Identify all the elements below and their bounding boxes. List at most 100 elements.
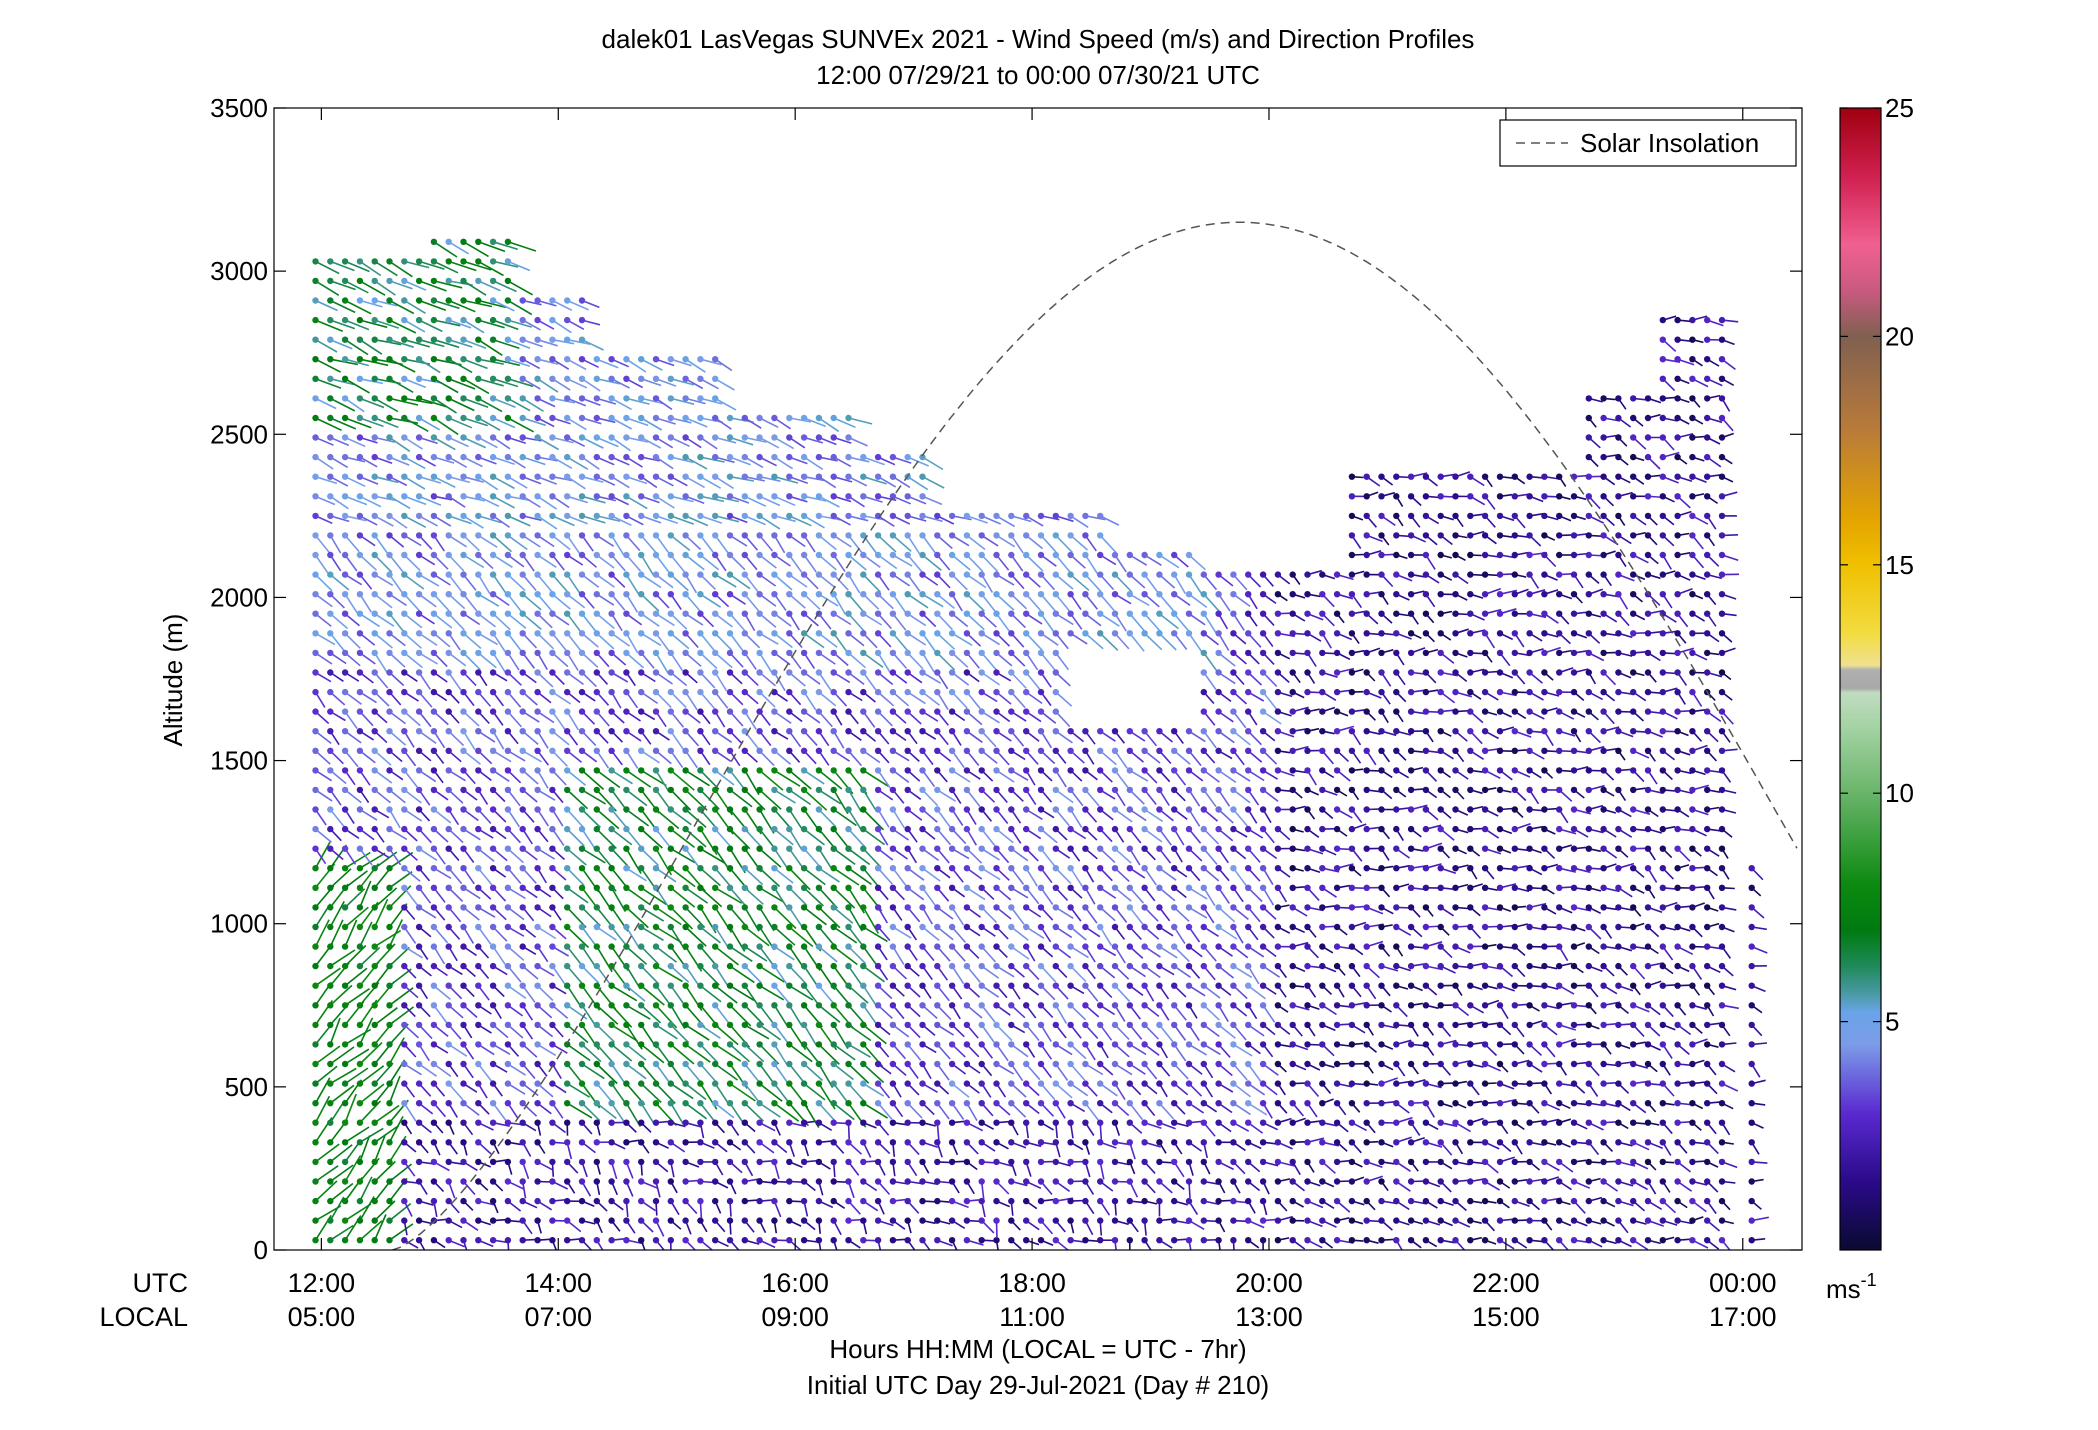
wind-barb-dot	[357, 454, 363, 460]
wind-barb-dot	[712, 806, 718, 812]
wind-barb-dot	[372, 415, 378, 421]
wind-barb-dot	[357, 904, 363, 910]
wind-barb-dot	[490, 1139, 496, 1145]
wind-barb-dot	[638, 963, 644, 969]
wind-barb-dot	[475, 943, 481, 949]
wind-barb-dot	[520, 1041, 526, 1047]
wind-barb-dot	[786, 826, 792, 832]
wind-barb-dot	[534, 708, 540, 714]
wind-barb-dot	[623, 1198, 629, 1204]
wind-barb-dot	[682, 1237, 688, 1243]
wind-barb-dot	[460, 806, 466, 812]
wind-barb-dot	[460, 1080, 466, 1086]
wind-barb-dot	[668, 943, 674, 949]
wind-barb-dot	[653, 376, 659, 382]
wind-barb-dot	[416, 611, 422, 617]
wind-barb-dot	[475, 356, 481, 362]
wind-barb-dot	[653, 434, 659, 440]
wind-barb-dot	[357, 1120, 363, 1126]
wind-barb-dot	[401, 806, 407, 812]
wind-barb-dot	[460, 748, 466, 754]
wind-barb-dot	[608, 532, 614, 538]
wind-barb-dot	[712, 611, 718, 617]
wind-barb-dot	[490, 1022, 496, 1028]
wind-barb-dot	[801, 611, 807, 617]
wind-barb-dot	[312, 415, 318, 421]
wind-barb-dot	[520, 1100, 526, 1106]
wind-barb-dot	[801, 924, 807, 930]
wind-barb-dot	[416, 337, 422, 343]
wind-barb-dot	[564, 904, 570, 910]
wind-barb-dot	[446, 356, 452, 362]
wind-barb-dot	[372, 258, 378, 264]
wind-barb-dot	[579, 767, 585, 773]
wind-barb-dot	[594, 728, 600, 734]
wind-barb-dot	[579, 395, 585, 401]
wind-barb-dot	[342, 1139, 348, 1145]
wind-barb-dot	[712, 885, 718, 891]
wind-barb-dot	[771, 943, 777, 949]
wind-barb-dot	[623, 1022, 629, 1028]
wind-barb-dot	[564, 865, 570, 871]
wind-barb-dot	[490, 846, 496, 852]
wind-barb-dot	[638, 630, 644, 636]
wind-barb-dot	[490, 904, 496, 910]
wind-barb-dot	[756, 767, 762, 773]
wind-barb-dot	[801, 513, 807, 519]
wind-barb-dot	[786, 924, 792, 930]
wind-barb-dot	[475, 532, 481, 538]
wind-barb-dot	[579, 297, 585, 303]
wind-barb-dot	[786, 532, 792, 538]
wind-barb-dot	[638, 650, 644, 656]
wind-barb-dot	[608, 904, 614, 910]
wind-barb-dot	[520, 1198, 526, 1204]
wind-barb-dot	[327, 924, 333, 930]
wind-barb-dot	[401, 591, 407, 597]
wind-barb-dot	[727, 1198, 733, 1204]
wind-barb-dot	[594, 806, 600, 812]
wind-barb-dot	[386, 415, 392, 421]
wind-barb-dot	[342, 1159, 348, 1165]
wind-barb-dot	[475, 493, 481, 499]
wind-barb-dot	[342, 924, 348, 930]
wind-barb-dot	[727, 571, 733, 577]
wind-barb-dot	[342, 376, 348, 382]
wind-barb-dot	[653, 983, 659, 989]
wind-barb-dot	[327, 865, 333, 871]
wind-barb-dot	[475, 474, 481, 480]
wind-barb-dot	[549, 1139, 555, 1145]
wind-barb-dot	[416, 1198, 422, 1204]
wind-barb-dot	[579, 1002, 585, 1008]
wind-barb-dot	[579, 611, 585, 617]
wind-barb-dot	[401, 1178, 407, 1184]
wind-barb-dot	[801, 552, 807, 558]
wind-barb-dot	[564, 1178, 570, 1184]
wind-barb-dot	[357, 376, 363, 382]
wind-barb-dot	[653, 669, 659, 675]
wind-barb-dot	[357, 1002, 363, 1008]
wind-barb-dot	[801, 650, 807, 656]
wind-barb-dot	[623, 669, 629, 675]
wind-barb-dot	[505, 415, 511, 421]
wind-barb-dot	[505, 493, 511, 499]
wind-barb-dot	[386, 826, 392, 832]
wind-barb-dot	[460, 591, 466, 597]
wind-barb-dot	[816, 1159, 822, 1165]
wind-barb-dot	[327, 356, 333, 362]
wind-barb-dot	[771, 1217, 777, 1223]
wind-barb-dot	[756, 1041, 762, 1047]
wind-barb-dot	[505, 924, 511, 930]
wind-barb-dot	[564, 513, 570, 519]
wind-barb-dot	[357, 1041, 363, 1047]
wind-barb-dot	[372, 1002, 378, 1008]
wind-barb-dot	[594, 1041, 600, 1047]
wind-barb-dot	[342, 454, 348, 460]
wind-barb-dot	[756, 728, 762, 734]
wind-barb-dot	[505, 1100, 511, 1106]
wind-barb-dot	[564, 611, 570, 617]
wind-barb-dot	[549, 748, 555, 754]
wind-barb-dot	[712, 787, 718, 793]
wind-barb-dot	[579, 356, 585, 362]
wind-barb-dot	[534, 1217, 540, 1223]
wind-barb-dot	[638, 1217, 644, 1223]
